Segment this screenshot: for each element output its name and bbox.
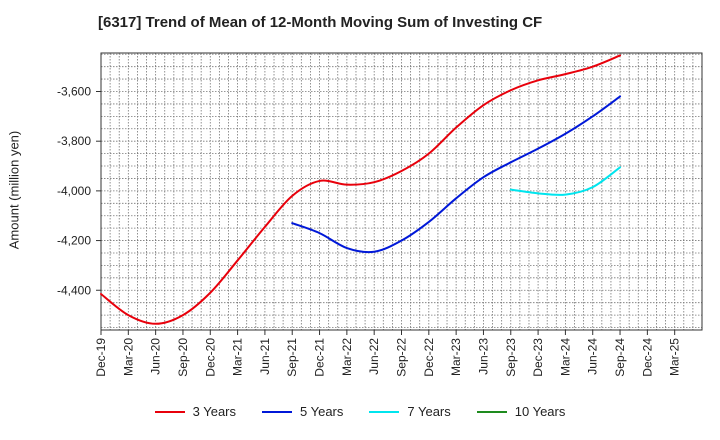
x-tick-label: Dec-20: [203, 338, 217, 377]
legend-swatch: [154, 410, 185, 413]
x-tick-label: Dec-23: [531, 338, 545, 377]
legend-label: 3 Years: [192, 404, 236, 419]
x-tick-label: Dec-21: [313, 338, 327, 377]
legend-item-10-years: 10 Years: [476, 404, 566, 419]
x-tick-label: Mar-20: [121, 338, 135, 376]
series-line-3-years: [100, 54, 622, 325]
x-tick-label: Mar-22: [340, 338, 354, 376]
x-tick-label: Sep-21: [285, 338, 299, 377]
legend: 3 Years 5 Years 7 Years 10 Years: [0, 404, 720, 419]
x-tick-label: Sep-22: [395, 338, 409, 377]
y-tick-label: -3,600: [57, 85, 91, 99]
x-tick-label: Dec-24: [640, 338, 654, 377]
x-tick-label: Sep-20: [176, 338, 190, 377]
series-line-7-years: [509, 166, 622, 196]
legend-item-5-years: 5 Years: [262, 404, 343, 419]
x-tick-label: Mar-21: [231, 338, 245, 376]
x-tick-label: Dec-19: [94, 338, 108, 377]
y-tick-label: -3,800: [57, 134, 91, 148]
legend-item-7-years: 7 Years: [369, 404, 451, 419]
horizontal-gridlines: [101, 53, 702, 328]
y-tick-label: -4,000: [57, 184, 91, 198]
y-axis-ticks: -4,400 -4,200 -4,000 -3,800 -3,600: [57, 85, 101, 297]
series-lines: [100, 54, 622, 325]
series-line-5-years: [291, 95, 622, 254]
x-tick-label: Jun-20: [149, 338, 163, 375]
x-tick-label: Jun-22: [367, 338, 381, 375]
y-tick-label: -4,400: [57, 283, 91, 297]
legend-item-3-years: 3 Years: [154, 404, 236, 419]
x-tick-label: Jun-23: [476, 338, 490, 375]
chart-title: [6317] Trend of Mean of 12-Month Moving …: [98, 14, 543, 31]
line-chart: -4,400 -4,200 -4,000 -3,800 -3,600 Dec-19 Mar…: [57, 52, 703, 377]
x-tick-label: Mar-23: [449, 338, 463, 376]
legend-swatch: [369, 410, 400, 413]
x-tick-label: Sep-23: [504, 338, 518, 377]
x-tick-label: Jun-21: [258, 338, 272, 375]
legend-swatch: [262, 410, 292, 413]
legend-label: 10 Years: [514, 404, 566, 419]
legend-label: 7 Years: [407, 404, 451, 419]
legend-swatch: [476, 410, 507, 413]
x-tick-label: Mar-24: [558, 338, 572, 376]
x-tick-label: Sep-24: [613, 338, 627, 377]
x-tick-label: Mar-25: [668, 338, 682, 376]
x-axis-ticks: Dec-19 Mar-20 Jun-20 Sep-20 Dec-20 Mar-21 Jun-…: [94, 330, 682, 377]
y-tick-label: -4,200: [57, 234, 91, 248]
x-tick-label: Dec-22: [422, 338, 436, 377]
legend-label: 5 Years: [300, 404, 344, 419]
x-tick-label: Jun-24: [586, 338, 600, 375]
